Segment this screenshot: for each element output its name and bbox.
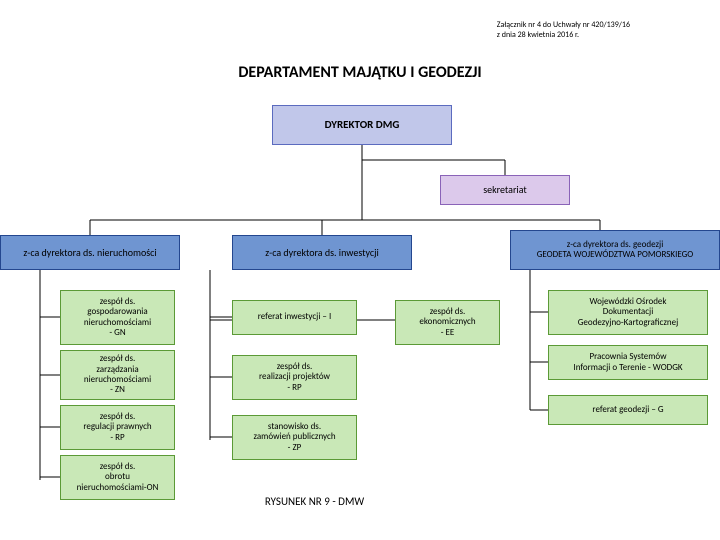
node-zca1: z-ca dyrektora ds. nieruchomości xyxy=(0,235,180,270)
footer-label: RYSUNEK NR 9 - DMW xyxy=(232,495,397,508)
node-r1: Wojewódzki Ośrodek Dokumentacji Geodezyj… xyxy=(548,290,708,335)
node-zca3: z-ca dyrektora ds. geodezji GEODETA WOJE… xyxy=(510,230,720,270)
header-line1: Załącznik nr 4 do Uchwały nr 420/139/16 xyxy=(497,20,630,30)
node-director: DYREKTOR DMG xyxy=(272,105,452,145)
node-mr: zespół ds. ekonomicznych - EE xyxy=(395,300,500,345)
page-title: DEPARTAMENT MAJĄTKU I GEODEZJI xyxy=(0,63,720,82)
node-r2: Pracownia Systemów Informacji o Terenie … xyxy=(548,345,708,380)
node-l2: zespół ds. zarządzania nieruchomościami … xyxy=(60,350,175,400)
node-m3: stanowisko ds. zamówień publicznych - ZP xyxy=(232,415,357,460)
node-l3: zespół ds. regulacji prawnych - RP xyxy=(60,405,175,450)
header-note: Załącznik nr 4 do Uchwały nr 420/139/16 … xyxy=(497,20,630,41)
node-l1: zespół ds. gospodarowania nieruchomościa… xyxy=(60,290,175,345)
node-secretariat: sekretariat xyxy=(440,175,570,205)
node-l4: zespół ds. obrotu nieruchomościami-ON xyxy=(60,455,175,500)
node-m2: zespół ds. realizacji projektów - RP xyxy=(232,355,357,400)
node-m1: referat inwestycji – I xyxy=(232,300,357,335)
node-r3: referat geodezji – G xyxy=(548,395,708,425)
header-line2: z dnia 28 kwietnia 2016 r. xyxy=(497,30,630,40)
node-zca2: z-ca dyrektora ds. inwestycji xyxy=(232,235,412,270)
